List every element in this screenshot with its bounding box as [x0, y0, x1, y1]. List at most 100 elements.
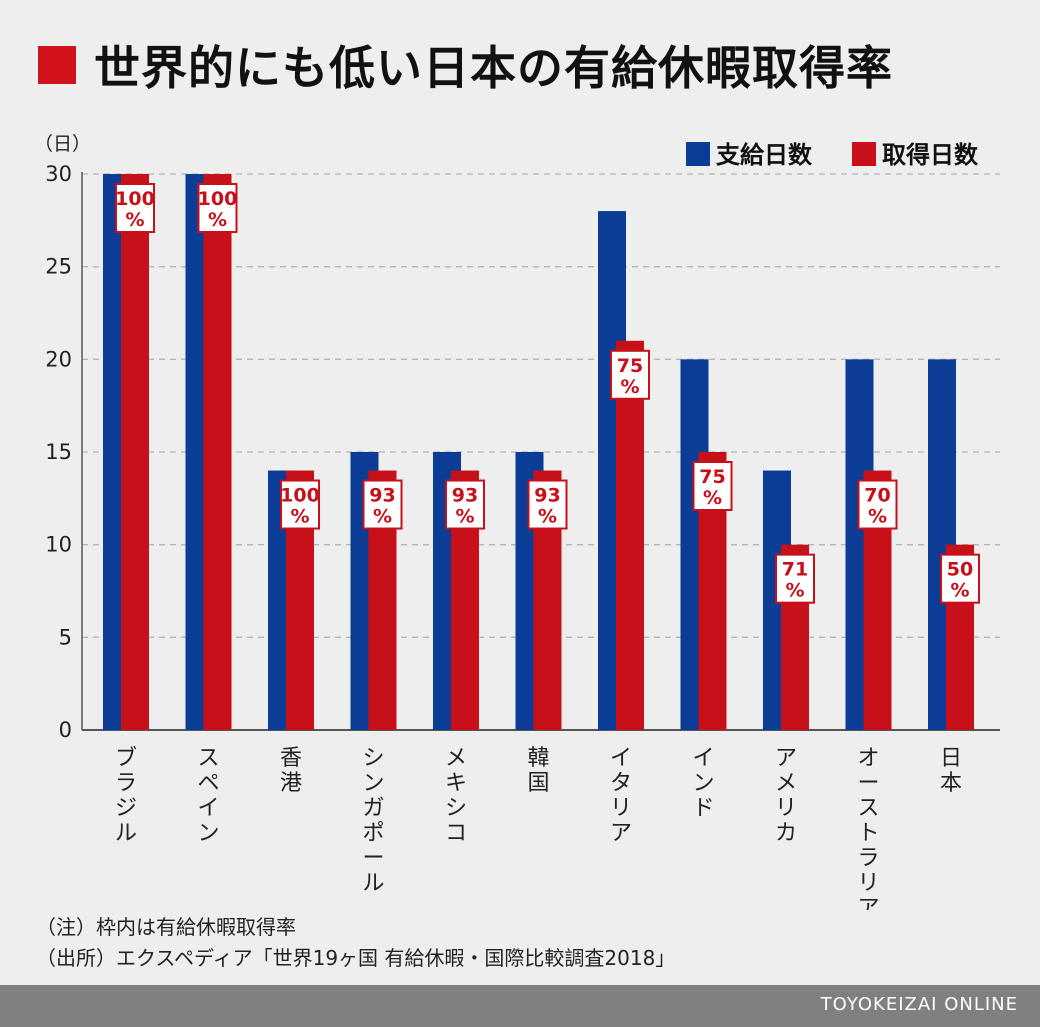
category-label-4-char-0: メ [445, 746, 467, 771]
category-label-3-char-2: ガ [362, 796, 384, 821]
rate-box-0 [115, 183, 155, 233]
category-label-1-char-3: ン [197, 821, 219, 846]
category-label-9-char-3: ト [857, 821, 879, 846]
category-label-3-char-1: ン [362, 771, 384, 796]
rate-value-10: 50 [947, 559, 973, 581]
category-label-0-char-1: ラ [115, 771, 137, 796]
category-label-4-char-3: コ [445, 821, 467, 846]
rate-unit-7: % [703, 487, 722, 509]
category-label-2-char-0: 香 [280, 746, 302, 771]
rate-value-5: 93 [534, 485, 560, 507]
category-label-0-char-3: ル [115, 821, 137, 846]
category-label-8-char-1: メ [775, 771, 797, 796]
rate-box-7 [692, 461, 733, 511]
category-label-3-char-3: ポ [362, 821, 384, 846]
y-tick-label-10: 10 [45, 533, 72, 557]
bar-taken-6 [616, 340, 644, 730]
rate-value-3: 93 [369, 485, 395, 507]
legend-swatch-0 [686, 142, 710, 166]
rate-unit-4: % [455, 506, 474, 528]
category-label-6-char-2: リ [610, 796, 632, 821]
category-label-10-char-1: 本 [940, 771, 962, 796]
category-label-1-char-0: ス [197, 746, 219, 771]
page-title: 世界的にも低い日本の有給休暇取得率 [94, 41, 893, 95]
category-label-4-char-1: キ [445, 771, 467, 796]
category-label-5-char-1: 国 [527, 771, 549, 796]
category-label-3-char-5: ル [362, 871, 384, 896]
bar-chart: （日）051015202530100%ブラジル100%スペイン100%香港93%… [34, 133, 1000, 910]
rate-value-4: 93 [452, 485, 478, 507]
rate-value-6: 75 [617, 355, 643, 377]
legend: 支給日数 取得日数 [686, 141, 979, 169]
category-label-1-char-2: イ [197, 796, 219, 821]
category-label-5-char-0: 韓 [527, 746, 549, 771]
rate-unit-3: % [373, 506, 392, 528]
category-label-7-char-1: ン [692, 771, 714, 796]
legend-label-1: 取得日数 [882, 141, 979, 169]
rate-box-3 [362, 479, 403, 530]
category-label-0-char-2: ジ [115, 796, 137, 821]
bar-taken-0 [121, 174, 149, 730]
rate-box-6 [610, 349, 650, 400]
category-label-8-char-2: リ [775, 796, 797, 821]
rate-unit-10: % [950, 580, 969, 602]
rate-unit-8: % [785, 580, 804, 602]
labels-layer: （日）051015202530100%ブラジル100%スペイン100%香港93%… [34, 133, 980, 910]
y-tick-label-15: 15 [45, 440, 72, 464]
rate-box-4 [445, 479, 485, 530]
rate-value-8: 71 [782, 559, 808, 581]
category-label-8-char-3: カ [775, 821, 797, 846]
category-label-4-char-2: シ [445, 796, 467, 821]
rate-value-7: 75 [699, 466, 725, 488]
y-tick-label-5: 5 [59, 625, 72, 649]
y-tick-label-25: 25 [45, 255, 72, 279]
rate-unit-1: % [208, 209, 227, 231]
title-block: 世界的にも低い日本の有給休暇取得率 [38, 30, 893, 100]
category-label-6-char-3: ア [610, 821, 632, 846]
category-label-1-char-1: ペ [197, 771, 219, 796]
bar-taken-1 [203, 174, 232, 730]
notes: （注）枠内は有給休暇取得率 （出所）エクスペディア「世界19ヶ国 有給休暇・国際… [36, 912, 675, 974]
rate-unit-5: % [538, 506, 557, 528]
category-label-7-char-0: イ [692, 746, 714, 771]
rate-unit-0: % [125, 209, 144, 231]
title-marker-square [38, 46, 76, 84]
category-label-9-char-0: オ [857, 746, 879, 771]
rate-box-10 [940, 553, 980, 604]
category-label-9-char-1: ー [857, 771, 879, 796]
y-tick-label-20: 20 [45, 347, 72, 371]
footer-bar: TOYOKEIZAI ONLINE [0, 985, 1040, 1027]
rate-unit-9: % [868, 506, 887, 528]
legend-swatch-1 [852, 142, 876, 166]
rate-unit-2: % [290, 506, 309, 528]
y-tick-label-30: 30 [45, 162, 72, 186]
rate-box-5 [527, 479, 568, 530]
category-label-7-char-2: ド [692, 796, 714, 821]
category-label-3-char-0: シ [362, 746, 384, 771]
category-label-3-char-4: ー [362, 846, 384, 871]
rate-unit-6: % [620, 376, 639, 398]
rate-box-8 [775, 553, 815, 604]
rate-value-0: 100 [115, 188, 155, 210]
rate-value-2: 100 [280, 485, 320, 507]
rate-box-1 [197, 183, 238, 233]
rate-value-9: 70 [864, 485, 890, 507]
rate-box-2 [280, 479, 320, 530]
category-label-6-char-0: イ [610, 746, 632, 771]
category-label-9-char-6: ア [857, 896, 879, 910]
category-label-9-char-5: リ [857, 871, 879, 896]
rate-box-9 [857, 479, 898, 530]
bars-layer [103, 174, 974, 731]
footer-brand: TOYOKEIZAI ONLINE [820, 994, 1018, 1015]
y-axis-unit-label: （日） [34, 133, 91, 155]
category-label-9-char-2: ス [857, 796, 879, 821]
rate-value-1: 100 [198, 188, 238, 210]
note-line-remark: （注）枠内は有給休暇取得率 [36, 915, 296, 939]
category-label-8-char-0: ア [775, 746, 797, 771]
note-line-source: （出所）エクスペディア「世界19ヶ国 有給休暇・国際比較調査2018」 [36, 946, 676, 970]
y-tick-label-0: 0 [59, 718, 72, 742]
legend-label-0: 支給日数 [716, 141, 813, 169]
category-label-6-char-1: タ [610, 771, 632, 796]
category-label-0-char-0: ブ [115, 746, 137, 771]
category-label-10-char-0: 日 [940, 746, 962, 771]
